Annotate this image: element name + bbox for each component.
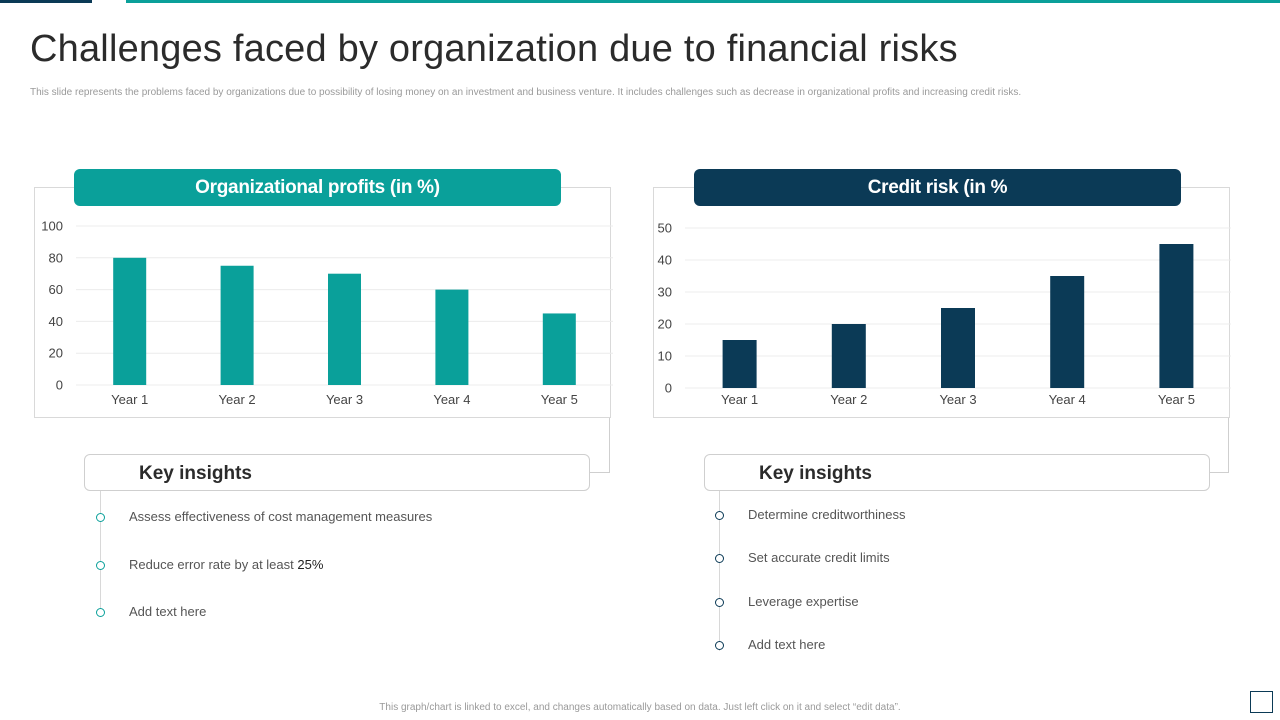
- left-insight-item: Add text here: [129, 604, 207, 619]
- bar: [722, 340, 757, 388]
- y-tick-label: 100: [41, 219, 63, 234]
- left-key-insights-title: Key insights: [139, 463, 252, 484]
- y-tick-label: 20: [658, 317, 672, 332]
- footer-note: This graph/chart is linked to excel, and…: [379, 702, 901, 713]
- x-tick-label: Year 4: [433, 392, 470, 407]
- right-insight-item: Determine creditworthiness: [748, 507, 906, 522]
- corner-square-icon: [1250, 691, 1273, 713]
- bar: [542, 313, 576, 385]
- y-tick-label: 20: [49, 346, 63, 361]
- bar: [941, 308, 975, 388]
- y-tick-label: 40: [658, 253, 672, 268]
- page-subtitle: This slide represents the problems faced…: [30, 87, 1022, 98]
- x-tick-label: Year 3: [326, 392, 363, 407]
- left-bullet-icon: [96, 608, 105, 617]
- bar: [831, 324, 866, 388]
- right-insight-item: Set accurate credit limits: [748, 550, 890, 565]
- right-bullet-icon: [715, 511, 724, 520]
- y-tick-label: 0: [665, 381, 672, 396]
- profits-bar-chart[interactable]: 0 20 40 60 80 100 Year 1 Year 2 Year 3 Year 4 Year…: [30, 200, 630, 440]
- bar: [435, 289, 469, 385]
- x-tick-label: Year 1: [111, 392, 148, 407]
- bar: [113, 257, 147, 385]
- x-tick-label: Year 5: [1158, 392, 1195, 407]
- y-tick-label: 10: [658, 349, 672, 364]
- left-insight-item: Assess effectiveness of cost management …: [129, 509, 433, 524]
- bar: [1159, 244, 1194, 388]
- page-title: Challenges faced by organization due to …: [30, 28, 958, 70]
- y-tick-label: 50: [658, 221, 672, 236]
- right-bullet-icon: [715, 598, 724, 607]
- right-insights-timeline: [719, 491, 720, 651]
- bar: [1050, 276, 1085, 388]
- left-insight-item-text: Reduce error rate by at least: [129, 557, 298, 572]
- credit-risk-bar-chart[interactable]: 0 10 20 30 40 50 Year 1 Year 2 Year 3 Year 4 Year …: [649, 200, 1249, 440]
- x-tick-label: Year 4: [1049, 392, 1086, 407]
- y-tick-label: 30: [658, 285, 672, 300]
- credit-risk-chart-title: Credit risk (in %: [694, 169, 1181, 206]
- left-bullet-icon: [96, 513, 105, 522]
- bar: [220, 265, 254, 385]
- left-insight-highlight: 25%: [297, 557, 324, 572]
- top-accent-line-teal: [126, 0, 1280, 3]
- x-tick-label: Year 2: [219, 392, 256, 407]
- x-tick-label: Year 3: [939, 392, 976, 407]
- right-key-insights-title: Key insights: [759, 463, 872, 484]
- x-tick-label: Year 5: [541, 392, 578, 407]
- y-tick-label: 60: [49, 282, 63, 297]
- right-bullet-icon: [715, 554, 724, 563]
- left-insights-timeline: [100, 491, 101, 616]
- right-insight-item: Add text here: [748, 637, 826, 652]
- right-key-insights-box: Key insights: [704, 454, 1210, 491]
- left-bullet-icon: [96, 561, 105, 570]
- y-tick-label: 80: [49, 250, 63, 265]
- right-bullet-icon: [715, 641, 724, 650]
- x-tick-label: Year 2: [830, 392, 867, 407]
- left-key-insights-box: Key insights: [84, 454, 590, 491]
- right-insight-item: Leverage expertise: [748, 594, 859, 609]
- y-tick-label: 0: [56, 378, 63, 393]
- bar: [328, 273, 361, 385]
- y-tick-label: 40: [49, 314, 63, 329]
- x-tick-label: Year 1: [721, 392, 758, 407]
- profits-chart-title: Organizational profits (in %): [74, 169, 561, 206]
- top-accent-line-dark: [0, 0, 92, 3]
- left-insight-item: Reduce error rate by at least 25%: [129, 557, 323, 572]
